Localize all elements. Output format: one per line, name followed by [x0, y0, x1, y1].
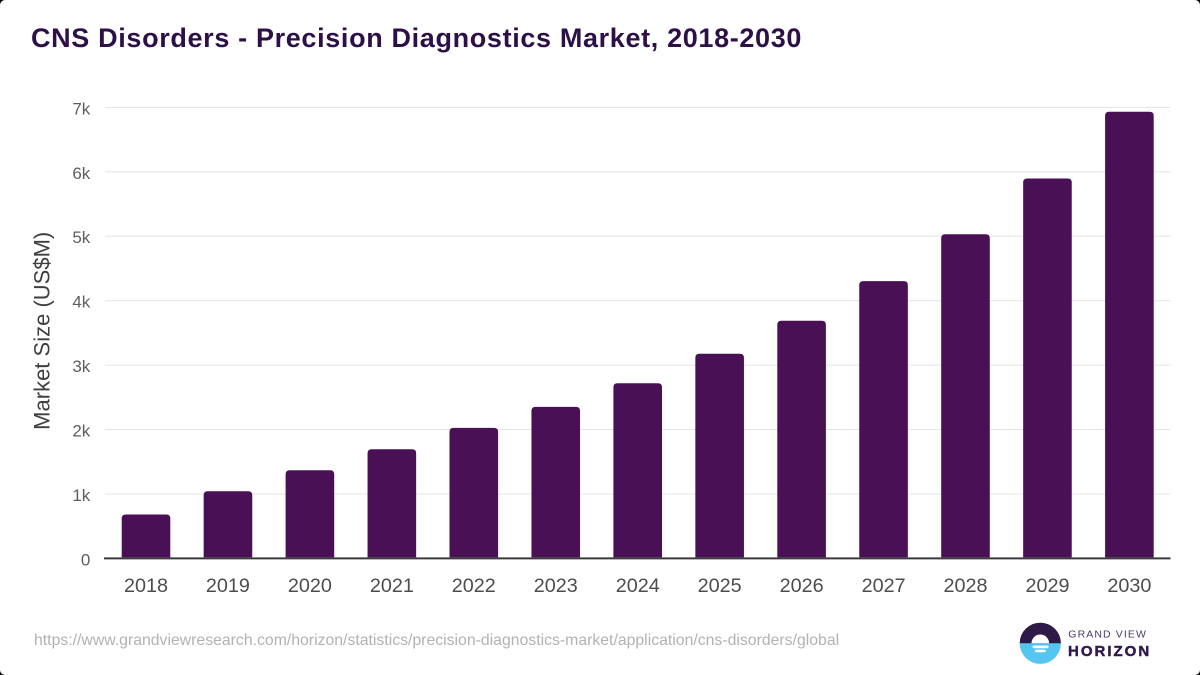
svg-text:2022: 2022	[452, 575, 496, 597]
svg-text:2021: 2021	[370, 575, 414, 597]
svg-text:0: 0	[81, 550, 90, 569]
svg-text:2026: 2026	[780, 575, 824, 597]
svg-text:2020: 2020	[288, 575, 332, 597]
svg-text:2023: 2023	[534, 575, 578, 597]
svg-text:2024: 2024	[616, 575, 660, 597]
svg-text:2029: 2029	[1025, 575, 1069, 597]
svg-text:6k: 6k	[72, 164, 90, 183]
svg-text:2030: 2030	[1107, 575, 1151, 597]
svg-text:7k: 7k	[72, 99, 90, 118]
svg-text:2028: 2028	[943, 575, 987, 597]
svg-text:1k: 1k	[72, 486, 90, 505]
svg-text:2019: 2019	[206, 575, 250, 597]
svg-text:2027: 2027	[862, 575, 906, 597]
svg-text:HORIZON: HORIZON	[1068, 643, 1151, 660]
svg-text:4k: 4k	[72, 293, 90, 312]
svg-text:GRAND VIEW: GRAND VIEW	[1068, 629, 1147, 641]
svg-text:2018: 2018	[124, 575, 168, 597]
svg-text:5k: 5k	[72, 228, 90, 247]
svg-text:3k: 3k	[72, 357, 90, 376]
svg-text:2k: 2k	[72, 422, 90, 441]
svg-text:2025: 2025	[698, 575, 742, 597]
svg-text:Market Size (US$M): Market Size (US$M)	[29, 232, 54, 430]
